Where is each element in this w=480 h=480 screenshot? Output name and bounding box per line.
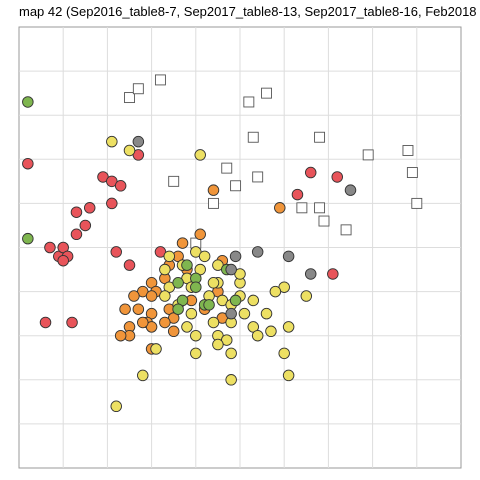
- data-point-circle: [282, 250, 295, 263]
- data-point-circle: [344, 184, 357, 196]
- data-point-circle: [282, 369, 295, 382]
- data-point-circle: [269, 285, 282, 298]
- data-point-circle: [331, 171, 343, 183]
- data-point-circle: [274, 202, 286, 214]
- data-point-circle: [128, 290, 140, 302]
- data-point-circle: [70, 228, 83, 241]
- data-point-square: [296, 202, 308, 214]
- data-points: [22, 74, 423, 413]
- data-point-circle: [132, 135, 145, 148]
- data-point-circle: [66, 316, 78, 329]
- data-point-square: [252, 171, 264, 183]
- data-point-circle: [83, 202, 96, 214]
- data-point-circle: [207, 316, 220, 329]
- data-point-square: [243, 96, 255, 108]
- data-point-circle: [181, 321, 193, 333]
- data-point-circle: [159, 263, 171, 276]
- data-point-circle: [247, 294, 260, 307]
- data-point-circle: [123, 259, 136, 271]
- data-point-square: [132, 83, 144, 95]
- data-point-circle: [106, 135, 118, 148]
- data-point-circle: [225, 347, 237, 360]
- data-point-circle: [110, 246, 122, 258]
- data-point-circle: [190, 329, 202, 342]
- data-point-square: [221, 162, 233, 174]
- data-point-circle: [225, 374, 237, 386]
- data-point-square: [247, 131, 259, 143]
- data-point-square: [261, 87, 272, 99]
- data-point-square: [340, 224, 352, 236]
- data-point-circle: [114, 329, 127, 342]
- data-point-circle: [265, 325, 277, 338]
- data-point-circle: [229, 250, 242, 263]
- data-point-circle: [278, 347, 290, 360]
- data-point-square: [411, 197, 423, 209]
- data-point-circle: [70, 206, 83, 218]
- data-point-circle: [22, 96, 34, 108]
- data-point-circle: [251, 329, 264, 342]
- data-point-circle: [137, 369, 149, 382]
- data-point-circle: [225, 307, 237, 320]
- data-point-square: [230, 180, 242, 192]
- data-point-square: [402, 145, 414, 156]
- data-point-circle: [238, 307, 251, 320]
- data-point-circle: [39, 316, 52, 329]
- data-point-circle: [203, 299, 215, 311]
- chart-title: map 42 (Sep2016_table8-7, Sep2017_table8…: [19, 4, 477, 19]
- data-point-circle: [207, 277, 220, 289]
- data-point-circle: [212, 338, 224, 351]
- data-point-square: [318, 215, 330, 227]
- data-point-circle: [282, 321, 295, 333]
- data-point-square: [124, 92, 135, 104]
- data-point-circle: [145, 290, 158, 302]
- data-point-circle: [225, 263, 237, 276]
- data-point-circle: [185, 307, 198, 320]
- data-point-circle: [260, 307, 273, 320]
- data-point-circle: [194, 228, 206, 241]
- data-point-square: [208, 197, 219, 209]
- data-point-circle: [79, 219, 92, 232]
- data-point-circle: [304, 166, 317, 179]
- data-point-circle: [163, 250, 176, 263]
- data-point-circle: [190, 281, 202, 293]
- data-point-square: [362, 149, 374, 161]
- data-point-circle: [159, 316, 171, 329]
- data-point-circle: [119, 303, 131, 315]
- data-point-circle: [181, 259, 193, 271]
- data-point-square: [314, 202, 326, 214]
- data-point-circle: [137, 316, 149, 329]
- data-point-circle: [110, 400, 122, 413]
- data-point-circle: [167, 325, 180, 338]
- data-point-circle: [190, 347, 202, 360]
- data-point-circle: [150, 343, 162, 355]
- data-point-circle: [172, 303, 184, 315]
- data-point-circle: [159, 290, 171, 302]
- data-point-circle: [176, 237, 189, 249]
- data-point-circle: [229, 294, 242, 307]
- data-point-circle: [57, 254, 69, 267]
- data-point-square: [314, 131, 326, 143]
- data-point-circle: [132, 303, 145, 315]
- data-point-circle: [172, 277, 184, 289]
- data-point-circle: [291, 188, 304, 201]
- data-point-circle: [22, 232, 34, 245]
- data-point-square: [406, 167, 418, 178]
- data-point-circle: [123, 144, 136, 157]
- data-point-circle: [327, 268, 339, 280]
- data-point-circle: [106, 197, 118, 210]
- data-point-circle: [251, 246, 264, 258]
- data-point-circle: [114, 180, 127, 192]
- data-point-square: [168, 175, 180, 187]
- data-point-circle: [300, 290, 313, 302]
- data-point-circle: [198, 250, 211, 263]
- data-point-circle: [194, 149, 206, 161]
- data-point-circle: [207, 184, 220, 196]
- data-point-circle: [304, 268, 317, 280]
- data-point-circle: [22, 157, 34, 170]
- data-point-circle: [44, 241, 56, 254]
- data-point-square: [154, 74, 166, 86]
